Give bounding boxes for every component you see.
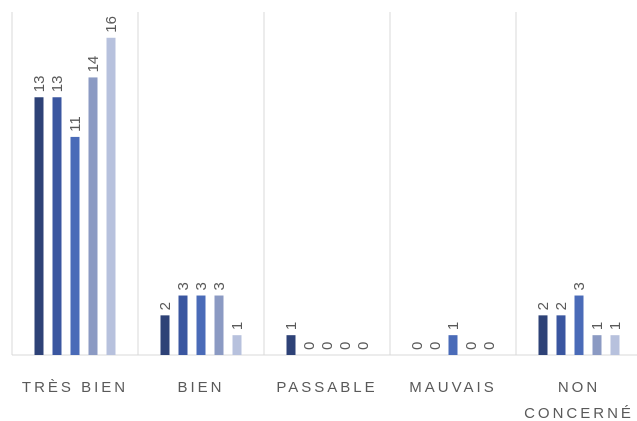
bar: [592, 335, 602, 355]
x-tick-label: TRÈS BIEN: [22, 379, 128, 396]
data-label: 11: [67, 116, 84, 132]
x-tick-label: MAUVAIS: [409, 379, 496, 396]
bar: [88, 77, 98, 356]
bar: [214, 295, 224, 355]
data-label: 0: [409, 342, 426, 350]
data-label: 1: [283, 322, 300, 330]
bar: [160, 315, 170, 355]
bar: [610, 335, 620, 355]
bar: [196, 295, 206, 355]
bar: [106, 37, 116, 355]
data-label: 2: [553, 302, 570, 310]
x-tick-label: PASSABLE: [276, 379, 377, 396]
bar: [34, 97, 44, 355]
bar: [574, 295, 584, 355]
bar: [52, 97, 62, 355]
bar: [70, 136, 80, 355]
data-label: 2: [535, 302, 552, 310]
data-label: 2: [157, 302, 174, 310]
data-label: 0: [463, 342, 480, 350]
data-label: 1: [229, 322, 246, 330]
data-label: 13: [31, 76, 48, 93]
data-label: 1: [607, 322, 624, 330]
x-tick-label: NON: [558, 379, 600, 396]
data-label: 16: [103, 16, 120, 33]
data-label: 3: [193, 282, 210, 290]
x-tick-label: CONCERNÉ: [524, 405, 634, 421]
data-label: 0: [481, 342, 498, 350]
bar: [538, 315, 548, 355]
data-label: 1: [589, 322, 606, 330]
data-label: 13: [49, 76, 66, 93]
data-label: 0: [301, 342, 318, 350]
data-label: 0: [427, 342, 444, 350]
data-label: 3: [211, 282, 228, 290]
data-label: 0: [337, 342, 354, 350]
data-label: 3: [175, 282, 192, 290]
bar: [232, 335, 242, 355]
data-label: 0: [319, 342, 336, 350]
data-label: 3: [571, 282, 588, 290]
bar: [556, 315, 566, 355]
x-tick-label: BIEN: [177, 379, 224, 396]
data-label: 0: [355, 342, 372, 350]
bar: [286, 335, 296, 355]
data-label: 14: [85, 56, 102, 73]
bar: [448, 335, 458, 355]
bar: [178, 295, 188, 355]
data-label: 1: [445, 322, 462, 330]
